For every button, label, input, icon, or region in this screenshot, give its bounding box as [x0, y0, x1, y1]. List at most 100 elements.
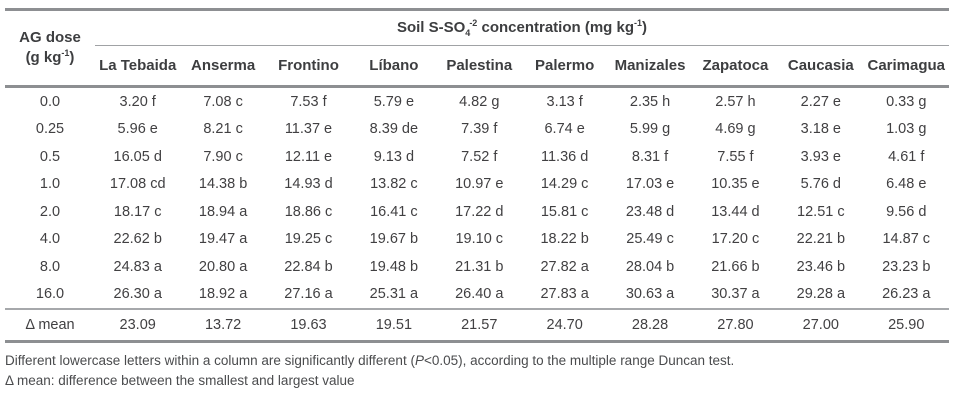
value-cell: 28.04 b	[625, 258, 675, 275]
dose-cell: 2.0	[39, 203, 61, 220]
value-cell: 30.37 a	[711, 286, 760, 303]
value-cell: 25.49 c	[626, 231, 674, 248]
table-row: 16.0 26.30 a 18.92 a 27.16 a 25.31 a 26.40 a 2…	[5, 281, 949, 310]
column-header-zapatoca: Zapatoca	[692, 45, 779, 88]
value-cell: 19.25 c	[284, 231, 333, 248]
value-cell: 12.51 c	[797, 203, 845, 220]
value-cell: 11.36 d	[540, 148, 589, 165]
value-cell: 26.30 a	[113, 286, 162, 303]
value-cell: 15.81 c	[540, 203, 589, 220]
footnote-delta-mean: Δ mean: difference between the smallest …	[5, 373, 355, 389]
value-cell: 13.82 c	[370, 176, 418, 193]
value-cell: 6.48 e	[886, 176, 927, 193]
table-figure: AG dose (g kg-1) Soil S-SO4-2 concentrat…	[5, 8, 949, 392]
header-row-sites: La Tebaida Anserma Frontino Líbano Pales…	[5, 45, 949, 88]
value-cell: 19.48 b	[369, 258, 419, 275]
value-cell: 18.17 c	[113, 203, 162, 220]
value-cell: 5.76 d	[800, 176, 841, 193]
value-cell: 11.37 e	[284, 121, 333, 138]
value-cell: 26.40 a	[455, 286, 504, 303]
value-cell: 3.20 f	[119, 93, 156, 110]
value-cell: 9.13 d	[373, 148, 415, 165]
column-header-caucasia: Caucasia	[778, 45, 864, 88]
value-cell: 22.62 b	[113, 231, 162, 248]
value-cell: 7.55 f	[717, 148, 754, 165]
value-cell: 14.38 b	[198, 176, 248, 193]
value-cell: 9.56 d	[886, 203, 927, 220]
italic-p: P	[414, 353, 424, 368]
table-row: 8.0 24.83 a 20.80 a 22.84 b 19.48 b 21.31 b 27…	[5, 253, 949, 281]
dose-cell: 1.0	[39, 176, 61, 193]
value-cell: 19.10 c	[455, 231, 504, 248]
value-cell: 21.31 b	[455, 258, 504, 275]
delta-mean-value-cell: 28.28	[607, 308, 693, 343]
column-header-carimagua: Carimagua	[863, 45, 949, 88]
value-cell: 25.31 a	[369, 286, 419, 303]
value-cell: 2.27 e	[800, 93, 841, 110]
value-cell: 19.67 b	[369, 231, 419, 248]
dose-cell: 8.0	[39, 258, 61, 275]
delta-mean-value-cell: 21.57	[436, 308, 522, 343]
value-cell: 24.83 a	[113, 258, 162, 275]
table-row: 1.0 17.08 cd 14.38 b 14.93 d 13.82 c 10.97 e 1…	[5, 171, 949, 199]
table-row: 0.25 5.96 e 8.21 c 11.37 e 8.39 de 7.39 f 6.74…	[5, 116, 949, 144]
value-cell: 6.74 e	[544, 121, 585, 138]
column-header-palermo: Palermo	[521, 45, 608, 88]
column-header-la-tebaida: La Tebaida	[95, 45, 181, 88]
value-cell: 12.11 e	[284, 148, 333, 165]
value-cell: 1.03 g	[886, 121, 927, 138]
value-cell: 29.28 a	[796, 286, 846, 303]
dose-cell: 16.0	[35, 286, 65, 303]
value-cell: 10.97 e	[455, 176, 504, 193]
value-cell: 7.08 c	[203, 93, 243, 110]
delta-mean-value-cell: 27.00	[778, 308, 864, 343]
value-cell: 27.16 a	[284, 286, 333, 303]
value-cell: 27.83 a	[540, 286, 589, 303]
value-cell: 14.93 d	[284, 176, 333, 193]
delta-mean-value-cell: 27.80	[692, 308, 779, 343]
value-cell: 2.35 h	[629, 93, 671, 110]
value-cell: 7.53 f	[290, 93, 327, 110]
table-row: 2.0 18.17 c 18.94 a 18.86 c 16.41 c 17.22 d 15…	[5, 198, 949, 226]
value-cell: 22.21 b	[796, 231, 846, 248]
value-cell: 16.41 c	[370, 203, 418, 220]
table-row: 0.0 3.20 f 7.08 c 7.53 f 5.79 e 4.82 g 3.13 f 2…	[5, 87, 949, 116]
value-cell: 23.46 b	[796, 258, 846, 275]
value-cell: 8.21 c	[203, 121, 243, 138]
delta-mean-label: Δ mean	[5, 308, 95, 343]
table-row: 0.5 16.05 d 7.90 c 12.11 e 9.13 d 7.52 f 11.36…	[5, 143, 949, 171]
column-header-anserma: Anserma	[180, 45, 266, 88]
delta-mean-value-cell: 19.51	[351, 308, 437, 343]
value-cell: 3.93 e	[800, 148, 841, 165]
value-cell: 20.80 a	[198, 258, 248, 275]
value-cell: 26.23 a	[882, 286, 931, 303]
delta-mean-value-cell: 23.09	[95, 308, 181, 343]
delta-mean-value-cell: 13.72	[180, 308, 266, 343]
value-cell: 5.96 e	[117, 121, 158, 138]
value-cell: 14.29 c	[540, 176, 589, 193]
dose-cell: 0.25	[35, 121, 65, 138]
value-cell: 17.08 cd	[109, 176, 166, 193]
value-cell: 18.94 a	[198, 203, 248, 220]
value-cell: 3.18 e	[800, 121, 841, 138]
footnotes: Different lowercase letters within a col…	[5, 351, 949, 392]
span-header-concentration: Soil S-SO4-2 concentration (mg kg-1)	[95, 9, 949, 46]
value-cell: 3.13 f	[546, 93, 583, 110]
delta-mean-row: Δ mean 23.09 13.72 19.63 19.51 21.57 24.70 28.…	[5, 308, 949, 343]
footnote-duncan: Different lowercase letters within a col…	[5, 353, 735, 368]
column-header-frontino: Frontino	[265, 45, 352, 88]
value-cell: 13.44 d	[711, 203, 760, 220]
value-cell: 7.90 c	[203, 148, 243, 165]
value-cell: 22.84 b	[284, 258, 333, 275]
value-cell: 7.52 f	[461, 148, 498, 165]
table-body: 0.0 3.20 f 7.08 c 7.53 f 5.79 e 4.82 g 3.13 f 2…	[5, 87, 949, 310]
dose-cell: 0.5	[39, 148, 61, 165]
value-cell: 7.39 f	[461, 121, 498, 138]
value-cell: 30.63 a	[625, 286, 675, 303]
ag-dose-label-line1: AG dose	[19, 28, 81, 46]
header-row-span: AG dose (g kg-1) Soil S-SO4-2 concentrat…	[5, 9, 949, 88]
value-cell: 16.05 d	[113, 148, 162, 165]
value-cell: 0.33 g	[886, 93, 927, 110]
value-cell: 17.20 c	[711, 231, 760, 248]
table-row: 4.0 22.62 b 19.47 a 19.25 c 19.67 b 19.10 c 18…	[5, 226, 949, 254]
